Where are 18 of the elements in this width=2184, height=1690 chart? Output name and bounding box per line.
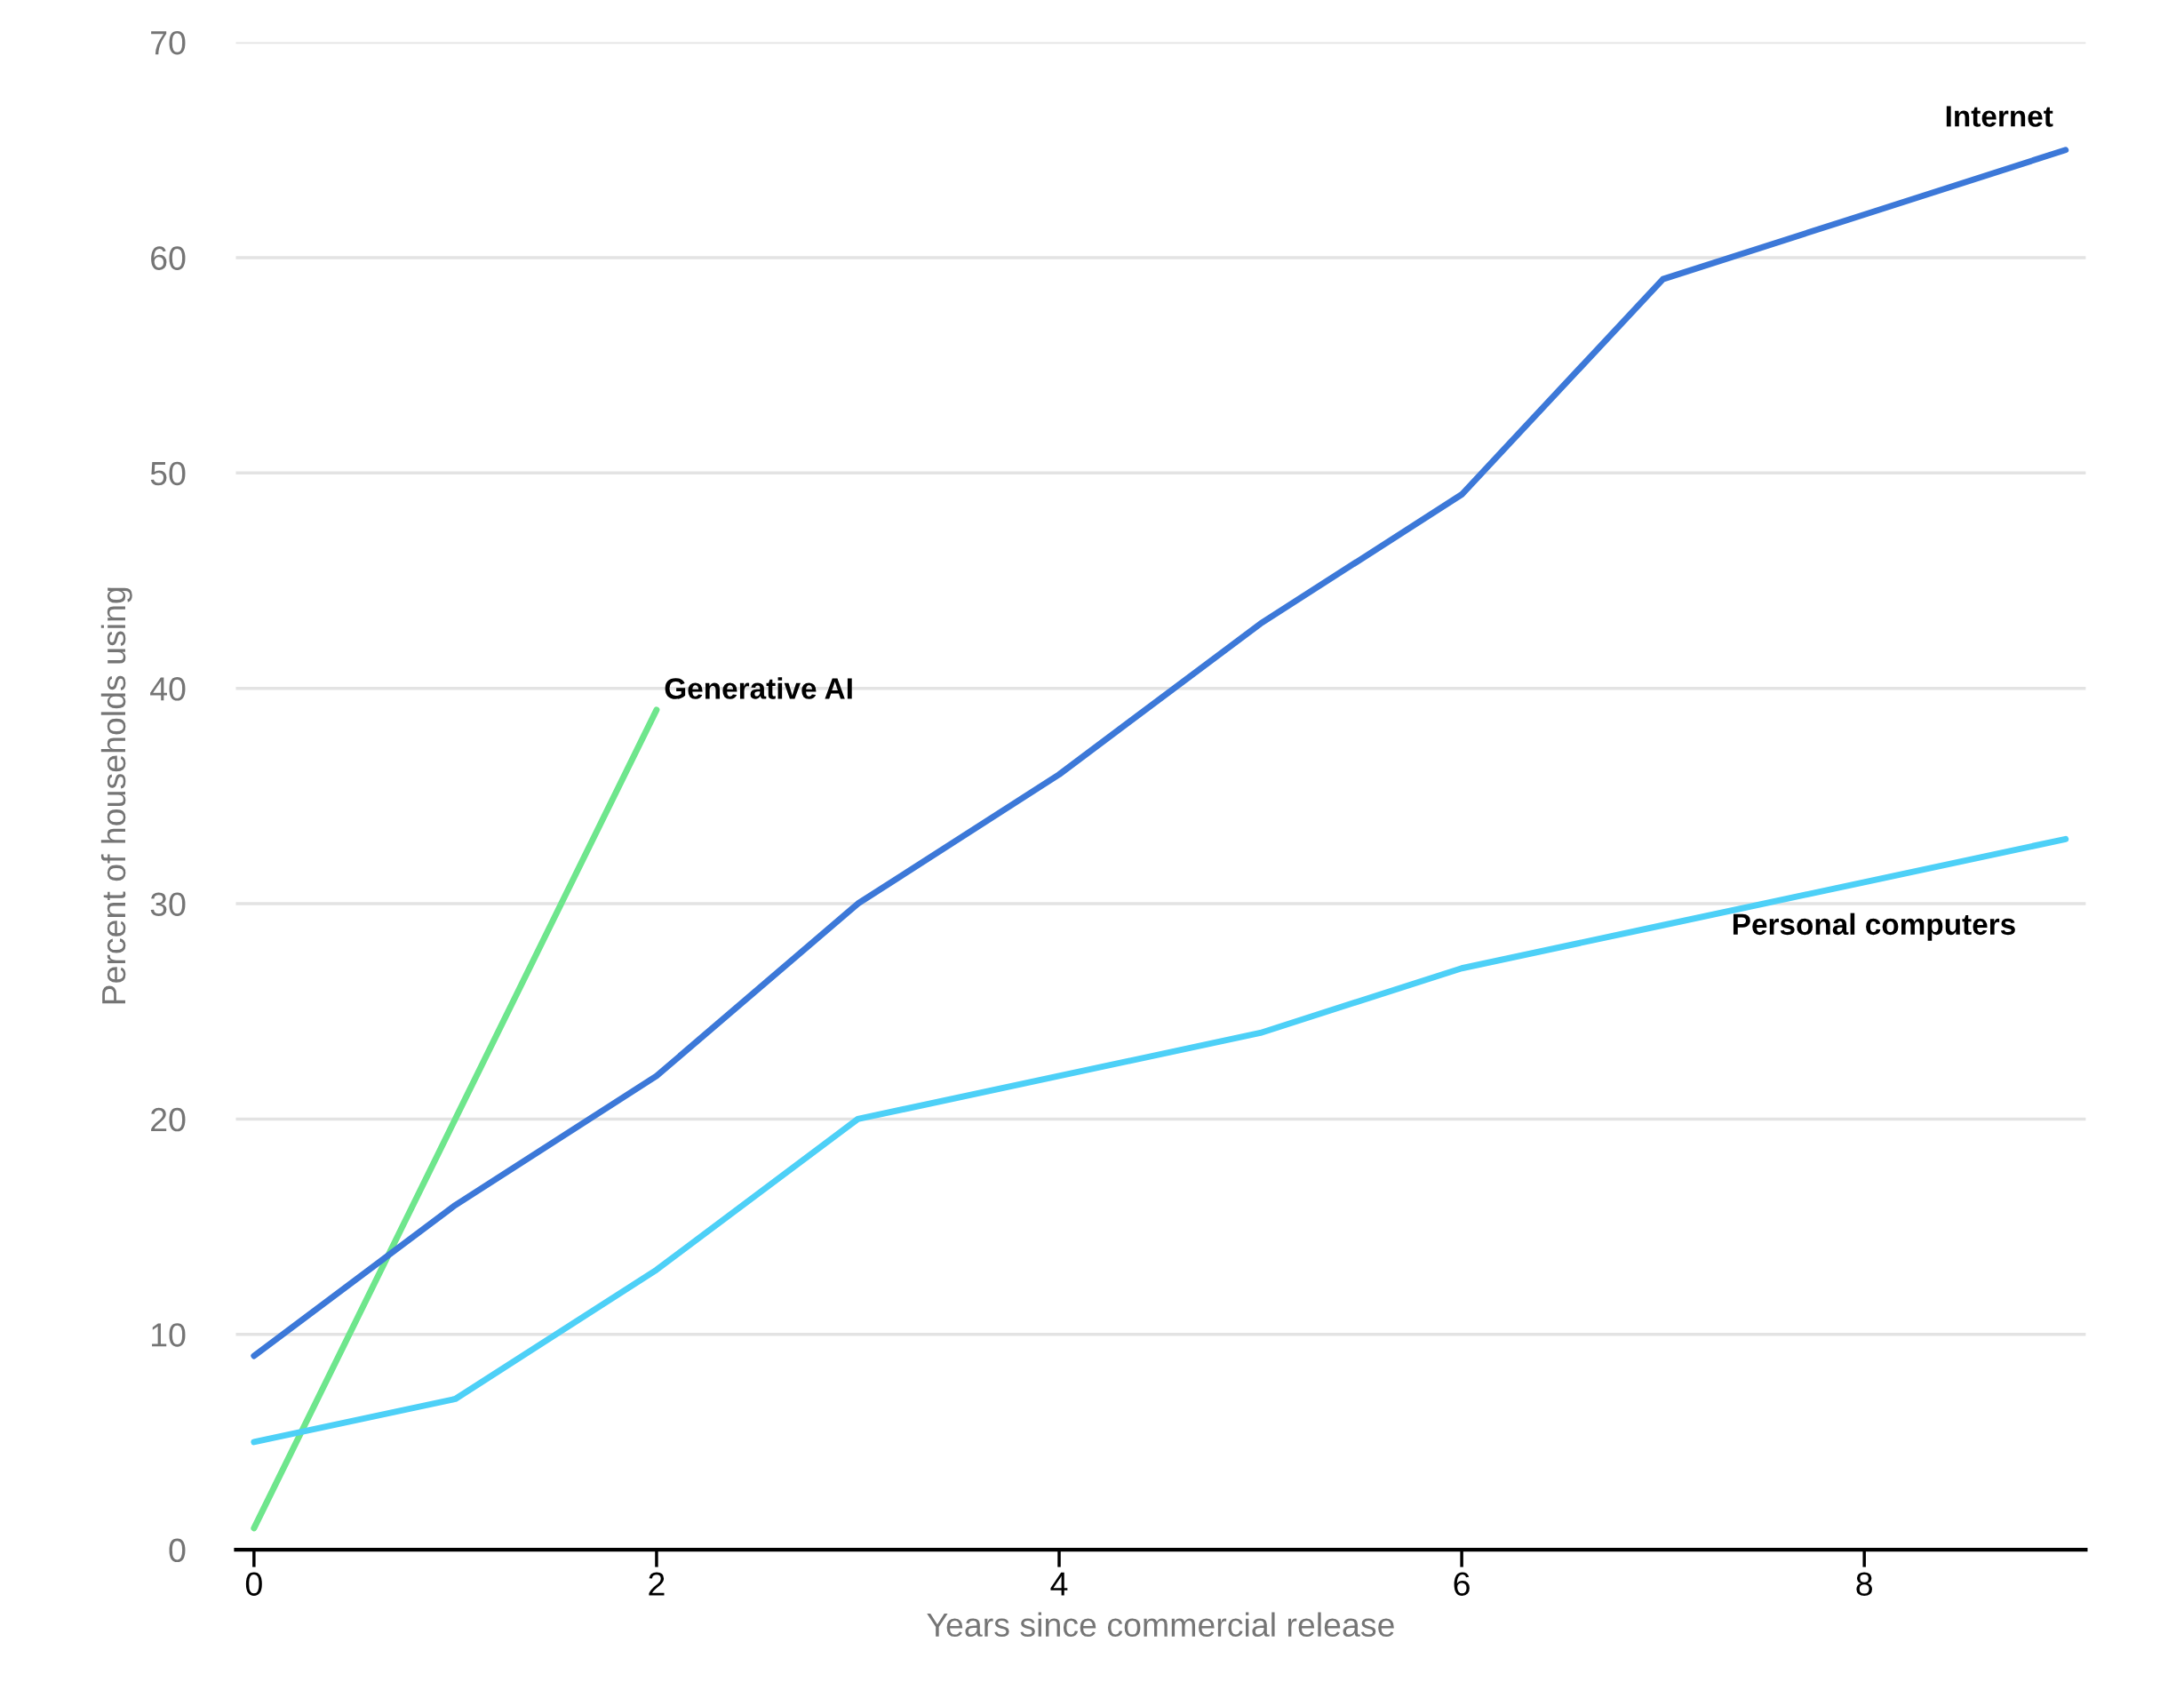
x-tick-label: 2: [649, 1572, 665, 1596]
y-tick-label: 50: [150, 461, 186, 486]
y-tick-label: 40: [150, 677, 186, 701]
series-label: Internet: [1946, 106, 2053, 127]
y-axis-title: Percent of households using: [100, 587, 132, 1004]
x-tick-label: 8: [1856, 1572, 1872, 1596]
y-tick-label: 60: [151, 246, 186, 270]
series-label: Generative AI: [665, 677, 852, 699]
y-tick-label: 10: [152, 1323, 186, 1347]
y-tick-label: 70: [151, 30, 186, 55]
x-tick-label: 6: [1454, 1572, 1470, 1596]
y-tick-label: 20: [151, 1107, 186, 1132]
y-tick-label: 0: [169, 1538, 186, 1563]
x-tick-label: 0: [245, 1572, 262, 1596]
x-tick-label: 4: [1050, 1572, 1068, 1596]
y-tick-label: 30: [150, 892, 186, 916]
x-axis-title: Years since commercial release: [927, 1612, 1394, 1638]
series-label: Personal computers: [1733, 913, 2015, 941]
